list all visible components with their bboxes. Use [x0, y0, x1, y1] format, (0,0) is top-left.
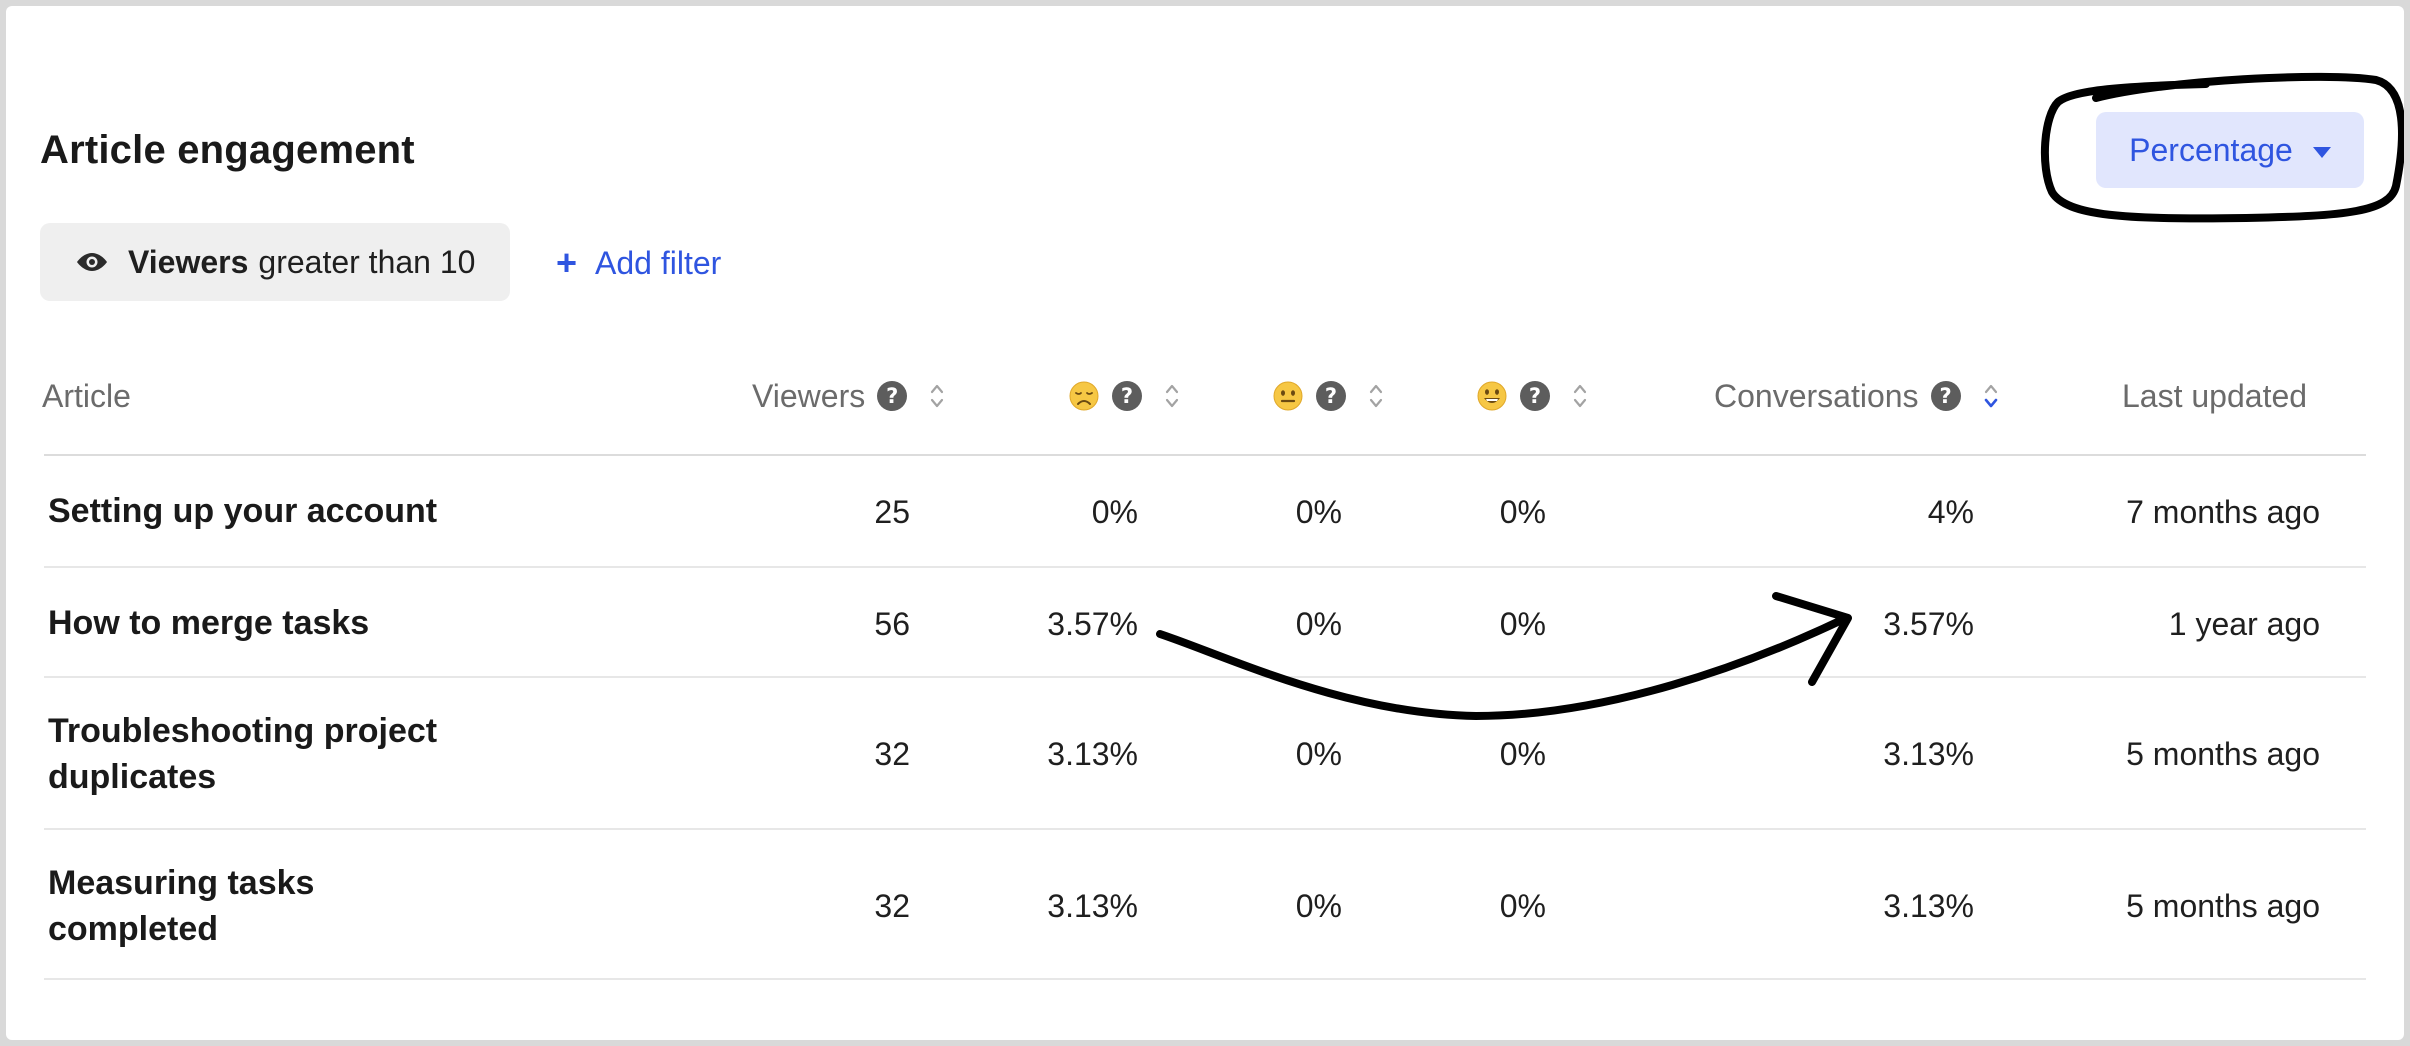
filter-condition: greater than 10	[258, 243, 476, 280]
help-icon[interactable]: ?	[1112, 381, 1142, 411]
column-header-conversations[interactable]: Conversations ?	[1714, 374, 1999, 418]
column-header-neutral[interactable]: ?	[1272, 374, 1384, 418]
cell-conversations: 4%	[1927, 494, 1974, 530]
page-title: Article engagement	[40, 128, 415, 172]
column-header-happy[interactable]: ?	[1476, 374, 1588, 418]
cell-neutral: 0%	[1295, 736, 1342, 772]
article-link[interactable]: Troubleshooting project duplicates	[48, 708, 437, 800]
sort-arrows-icon[interactable]	[1368, 381, 1384, 411]
article-link[interactable]: How to merge tasks	[48, 604, 370, 642]
article-link-line: Measuring tasks	[48, 864, 315, 902]
metric-dropdown-label: Percentage	[2129, 131, 2293, 168]
column-header-conversations-label: Conversations	[1714, 377, 1919, 414]
cell-last-updated: 1 year ago	[2168, 606, 2320, 642]
neutral-face-emoji-icon	[1273, 381, 1303, 411]
happy-face-emoji-icon	[1477, 381, 1507, 411]
row-divider	[44, 978, 2366, 980]
article-link[interactable]: Measuring tasks completed	[48, 860, 314, 952]
cell-viewers: 25	[874, 494, 910, 530]
row-divider	[44, 828, 2366, 830]
sort-arrows-icon[interactable]	[929, 381, 945, 411]
article-link[interactable]: Setting up your account	[48, 492, 438, 530]
help-icon[interactable]: ?	[1316, 381, 1346, 411]
row-divider	[44, 566, 2366, 568]
annotation-arrow-head	[1772, 592, 1852, 686]
column-header-article[interactable]: Article	[42, 374, 131, 418]
cell-viewers: 32	[874, 736, 910, 772]
cell-sad: 3.13%	[1047, 736, 1138, 772]
cell-happy: 0%	[1499, 606, 1546, 642]
sad-face-emoji-icon	[1069, 381, 1099, 411]
cell-sad: 3.57%	[1047, 606, 1138, 642]
article-engagement-card: Article engagement Percentage Viewers gr…	[6, 6, 2404, 1040]
column-header-viewers-label: Viewers	[752, 377, 866, 414]
cell-conversations: 3.13%	[1883, 888, 1974, 924]
cell-happy: 0%	[1499, 888, 1546, 924]
column-header-last-updated-label: Last updated	[2122, 377, 2308, 414]
cell-viewers: 32	[874, 888, 910, 924]
cell-last-updated: 5 months ago	[2126, 888, 2320, 924]
filter-chip-viewers[interactable]: Viewers greater than 10	[40, 223, 510, 301]
cell-happy: 0%	[1499, 736, 1546, 772]
sort-arrows-active-icon[interactable]	[1983, 381, 1999, 411]
sort-arrows-icon[interactable]	[1164, 381, 1180, 411]
caret-down-icon	[2312, 146, 2331, 158]
help-icon[interactable]: ?	[1930, 381, 1961, 411]
sort-arrows-icon[interactable]	[1572, 381, 1588, 411]
help-icon[interactable]: ?	[1520, 381, 1550, 411]
metric-dropdown[interactable]: Percentage	[2096, 112, 2364, 188]
filter-field: Viewers	[128, 243, 249, 280]
column-header-sad[interactable]: ?	[1068, 374, 1180, 418]
add-filter-button[interactable]: + Add filter	[556, 238, 721, 288]
cell-neutral: 0%	[1295, 494, 1342, 530]
cell-happy: 0%	[1499, 494, 1546, 530]
cell-last-updated: 7 months ago	[2126, 494, 2320, 530]
cell-conversations: 3.57%	[1883, 606, 1974, 642]
column-header-last-updated[interactable]: Last updated	[2122, 374, 2307, 418]
cell-sad: 3.13%	[1047, 888, 1138, 924]
header-divider	[44, 454, 2366, 456]
column-header-article-label: Article	[42, 377, 131, 414]
cell-conversations: 3.13%	[1883, 736, 1974, 772]
help-icon[interactable]: ?	[877, 381, 908, 411]
column-header-viewers[interactable]: Viewers ?	[752, 374, 945, 418]
cell-last-updated: 5 months ago	[2126, 736, 2320, 772]
cell-neutral: 0%	[1295, 888, 1342, 924]
article-link-line: duplicates	[48, 758, 217, 796]
row-divider	[44, 676, 2366, 678]
cell-viewers: 56	[874, 606, 910, 642]
eye-icon	[77, 253, 107, 271]
plus-icon: +	[556, 242, 578, 283]
cell-neutral: 0%	[1295, 606, 1342, 642]
cell-sad: 0%	[1091, 494, 1138, 530]
add-filter-label: Add filter	[595, 244, 722, 281]
article-link-line: completed	[48, 910, 219, 948]
article-link-line: Troubleshooting project	[48, 712, 438, 750]
